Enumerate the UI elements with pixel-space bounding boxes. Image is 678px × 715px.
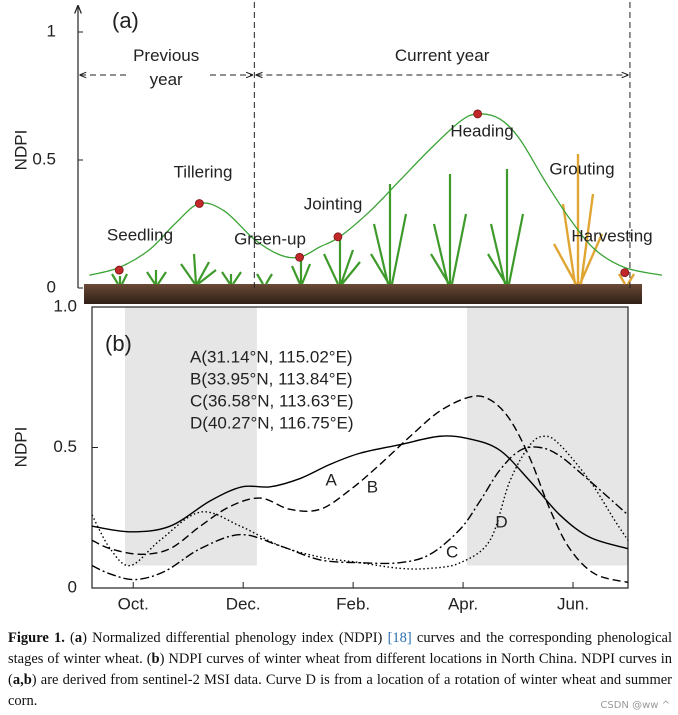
figure: 0 0.5 1 NDPI (a) Previous year Current year See… [11, 2, 663, 613]
y-tick-label: 1.0 [53, 296, 77, 315]
stage-point [194, 199, 204, 208]
data-line [91, 435, 629, 570]
data-line [91, 446, 629, 581]
curve-label: D [495, 512, 507, 531]
period-label-box: Current year [372, 44, 513, 68]
stage-label: Green-up [234, 229, 306, 248]
x-tick-label: Jun. [557, 594, 589, 613]
stage-label: Jointing [304, 194, 363, 213]
caption-run: curves and the corresponding phenologica… [8, 630, 672, 667]
y-axis-label: NDPI [11, 427, 30, 468]
y-tick-label: 0.5 [32, 149, 56, 168]
stage-label: Tillering [174, 162, 233, 181]
stage-label: Heading [450, 121, 513, 140]
x-tick-label: Feb. [336, 594, 370, 613]
y-axis-label: NDPI [11, 130, 30, 171]
y-tick-label: 0 [68, 577, 77, 596]
panel-label: (a) [112, 8, 139, 33]
period-label: Current year [372, 44, 513, 68]
stage-point [295, 252, 304, 262]
legend-entry: D(40.27°N, 116.75°E) [190, 413, 354, 432]
shaded-period [124, 307, 257, 566]
x-tick-label: Apr. [448, 594, 478, 613]
illustration [84, 154, 642, 304]
caption-run: a,b [12, 672, 32, 688]
curve-label: C [446, 542, 458, 561]
y-tick-label: 0.5 [53, 437, 77, 456]
plants [111, 169, 525, 285]
caption-run: [18] [387, 630, 412, 646]
curve-label: B [367, 477, 378, 496]
caption-run: ) Normalized differential phenology inde… [82, 630, 388, 646]
stage-point [473, 109, 483, 119]
data-line [91, 435, 629, 550]
ripe-wheat [552, 154, 636, 285]
stage-point [114, 265, 124, 275]
caption-run: b [151, 651, 160, 667]
period-label: Previous year [126, 44, 207, 92]
period-label-box: Previous year [126, 44, 207, 92]
stage-point [333, 232, 343, 242]
panel-label: (b) [105, 331, 132, 356]
stage-label: Seedling [107, 225, 173, 244]
y-tick-label: 1 [47, 21, 56, 40]
x-tick-label: Dec. [226, 594, 261, 613]
legend-entry: B(33.95°N, 113.84°E) [190, 369, 353, 388]
figure-caption: Figure 1. (a) Normalized differential ph… [8, 628, 672, 712]
caption-run: ) NDPI curves of winter wheat from diffe… [8, 651, 672, 688]
caption-run: Figure 1. [8, 630, 65, 646]
legend-entry: A(31.14°N, 115.02°E) [190, 347, 353, 366]
x-tick-label: Oct. [118, 594, 149, 613]
caption-run: ) are derived from sentinel-2 MSI data. … [8, 672, 672, 709]
data-line [91, 395, 629, 584]
soil [84, 284, 642, 304]
legend-entry: C(36.58°N, 113.63°E) [190, 391, 354, 410]
caption-run: a [74, 630, 83, 646]
caption-run: ( [64, 630, 75, 646]
stage-point [620, 268, 630, 278]
y-tick-label: 0 [47, 277, 56, 296]
data-line [89, 113, 663, 276]
watermark: CSDN @ww ^ [600, 700, 670, 711]
stage-label: Harvesting [571, 226, 652, 245]
curve-label: A [325, 470, 337, 489]
stage-label: Grouting [549, 159, 614, 178]
